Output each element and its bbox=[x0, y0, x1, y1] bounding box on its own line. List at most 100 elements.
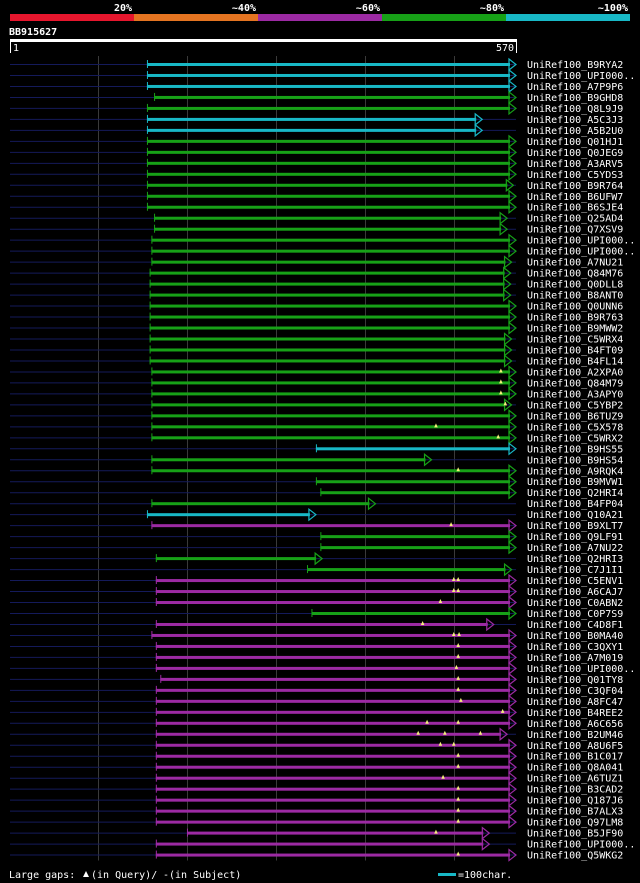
hit-row[interactable]: UniRef100_Q84M76 bbox=[10, 266, 623, 280]
hit-row[interactable]: UniRef100_C5YDS3 bbox=[10, 167, 623, 182]
hit-bar[interactable] bbox=[146, 172, 510, 176]
hit-label[interactable]: UniRef100_C5YBP2 bbox=[527, 400, 623, 411]
hit-bar[interactable] bbox=[155, 644, 510, 648]
hit-label[interactable]: UniRef100_Q25AD4 bbox=[527, 214, 623, 225]
hit-bar[interactable] bbox=[315, 447, 510, 451]
hit-row[interactable]: UniRef100_A8U6F5 bbox=[10, 738, 623, 752]
hit-row[interactable]: UniRef100_B3CAD2 bbox=[10, 782, 623, 796]
hit-row[interactable]: UniRef100_Q01TY8 bbox=[10, 672, 623, 687]
hit-row[interactable]: UniRef100_B4FL14 bbox=[10, 354, 623, 368]
hit-label[interactable]: UniRef100_UPI000.. bbox=[527, 247, 635, 258]
hit-row[interactable]: UniRef100_C7J1I1 bbox=[10, 562, 623, 577]
hit-row[interactable]: UniRef100_C4D8F1 bbox=[10, 617, 623, 632]
hit-label[interactable]: UniRef100_A7NU21 bbox=[527, 258, 623, 269]
hit-label[interactable]: UniRef100_C4D8F1 bbox=[527, 620, 623, 631]
hit-bar[interactable] bbox=[320, 546, 510, 550]
hit-bar[interactable] bbox=[155, 809, 510, 813]
hit-row[interactable]: UniRef100_B4REE2 bbox=[10, 705, 623, 720]
hit-label[interactable]: UniRef100_Q97LM8 bbox=[527, 818, 623, 829]
hit-bar[interactable] bbox=[149, 337, 506, 341]
hit-bar[interactable] bbox=[155, 732, 502, 736]
hit-bar[interactable] bbox=[155, 557, 317, 561]
hit-bar[interactable] bbox=[151, 524, 510, 528]
hit-label[interactable]: UniRef100_C5YDS3 bbox=[527, 170, 623, 181]
hit-bar[interactable] bbox=[149, 326, 510, 330]
hit-row[interactable]: UniRef100_Q0JEG9 bbox=[10, 145, 623, 160]
hit-row[interactable]: UniRef100_C3QXY1 bbox=[10, 639, 623, 654]
hit-row[interactable]: UniRef100_C5X578 bbox=[10, 420, 623, 434]
hit-bar[interactable] bbox=[146, 84, 510, 88]
hit-row[interactable]: UniRef100_A8FC47 bbox=[10, 694, 623, 709]
hit-row[interactable]: UniRef100_A7M019 bbox=[10, 650, 623, 665]
hit-bar[interactable] bbox=[154, 227, 502, 231]
hit-label[interactable]: UniRef100_B9XLT7 bbox=[527, 521, 623, 532]
hit-row[interactable]: UniRef100_C5WRX2 bbox=[10, 431, 623, 445]
hit-bar[interactable] bbox=[155, 601, 510, 605]
hit-row[interactable]: UniRef100_A2XPA0 bbox=[10, 365, 623, 379]
hit-row[interactable]: UniRef100_A6TUZ1 bbox=[10, 771, 623, 785]
hit-label[interactable]: UniRef100_B9HS54 bbox=[527, 455, 623, 466]
hit-row[interactable]: UniRef100_Q2HRI3 bbox=[10, 551, 623, 566]
hit-bar[interactable] bbox=[151, 502, 370, 506]
hit-row[interactable]: UniRef100_Q25AD4 bbox=[10, 211, 623, 225]
hit-row[interactable]: UniRef100_B9RYA2 bbox=[10, 57, 623, 72]
hit-label[interactable]: UniRef100_Q84M79 bbox=[527, 378, 623, 389]
hit-bar[interactable] bbox=[155, 765, 510, 769]
hit-label[interactable]: UniRef100_A2XPA0 bbox=[527, 367, 623, 378]
hit-bar[interactable] bbox=[151, 392, 510, 396]
hit-bar[interactable] bbox=[146, 513, 310, 517]
hit-label[interactable]: UniRef100_Q2HRI4 bbox=[527, 488, 623, 499]
hit-label[interactable]: UniRef100_A7NU22 bbox=[527, 543, 623, 554]
hit-label[interactable]: UniRef100_B7ALX3 bbox=[527, 807, 623, 818]
hit-row[interactable]: UniRef100_A6CAJ7 bbox=[10, 584, 623, 599]
hit-label[interactable]: UniRef100_B9MWW2 bbox=[527, 324, 623, 335]
hit-bar[interactable] bbox=[146, 205, 510, 209]
hit-label[interactable]: UniRef100_B4FT09 bbox=[527, 345, 623, 356]
hit-bar[interactable] bbox=[149, 315, 510, 319]
hit-bar[interactable] bbox=[146, 117, 477, 121]
hit-row[interactable]: UniRef100_Q8L9J9 bbox=[10, 101, 623, 116]
hit-label[interactable]: UniRef100_B9MVW1 bbox=[527, 477, 623, 488]
hit-bar[interactable] bbox=[311, 612, 510, 615]
hit-row[interactable]: UniRef100_B4FT09 bbox=[10, 343, 623, 357]
hit-row[interactable]: UniRef100_B8ANT0 bbox=[10, 288, 623, 302]
hit-bar[interactable] bbox=[154, 216, 502, 220]
hit-row[interactable]: UniRef100_A5C3J3 bbox=[10, 112, 623, 127]
hit-bar[interactable] bbox=[155, 820, 510, 824]
hit-label[interactable]: UniRef100_A7M019 bbox=[527, 653, 623, 664]
hit-label[interactable]: UniRef100_B8ANT0 bbox=[527, 291, 623, 302]
hit-label[interactable]: UniRef100_Q7XSV9 bbox=[527, 225, 623, 236]
hit-bar[interactable] bbox=[151, 238, 510, 242]
hit-label[interactable]: UniRef100_A6CAJ7 bbox=[527, 587, 623, 598]
hit-label[interactable]: UniRef100_C7J1I1 bbox=[527, 565, 623, 576]
hit-row[interactable]: UniRef100_C5ENV1 bbox=[10, 573, 623, 588]
hit-label[interactable]: UniRef100_B9GHD8 bbox=[527, 93, 623, 104]
hit-row[interactable]: UniRef100_B9R763 bbox=[10, 310, 623, 324]
hit-row[interactable]: UniRef100_Q7XSV9 bbox=[10, 222, 623, 236]
hit-row[interactable]: UniRef100_Q97LM8 bbox=[10, 815, 623, 829]
hit-row[interactable]: UniRef100_UPI000.. bbox=[10, 661, 635, 676]
hit-label[interactable]: UniRef100_A6C656 bbox=[527, 719, 623, 730]
hit-bar[interactable] bbox=[151, 425, 510, 429]
hit-bar[interactable] bbox=[155, 743, 510, 747]
hit-bar[interactable] bbox=[155, 787, 510, 791]
hit-row[interactable]: UniRef100_A3ARV5 bbox=[10, 156, 623, 171]
hit-label[interactable]: UniRef100_A5B2U0 bbox=[527, 126, 623, 137]
hit-label[interactable]: UniRef100_A9RQK4 bbox=[527, 466, 623, 477]
hit-bar[interactable] bbox=[149, 282, 505, 286]
hit-row[interactable]: UniRef100_Q8A041 bbox=[10, 760, 623, 774]
hit-row[interactable]: UniRef100_B2UM46 bbox=[10, 727, 623, 742]
hit-bar[interactable] bbox=[155, 579, 510, 583]
hit-label[interactable]: UniRef100_UPI000.. bbox=[527, 236, 635, 247]
hit-bar[interactable] bbox=[149, 304, 510, 308]
hit-bar[interactable] bbox=[155, 798, 510, 802]
hit-row[interactable]: UniRef100_B0MA40 bbox=[10, 628, 623, 643]
hit-label[interactable]: UniRef100_C5WRX4 bbox=[527, 335, 623, 346]
hit-bar[interactable] bbox=[151, 414, 510, 418]
hit-label[interactable]: UniRef100_Q8L9J9 bbox=[527, 104, 623, 115]
hit-label[interactable]: UniRef100_B6SJE4 bbox=[527, 203, 623, 214]
hit-row[interactable]: UniRef100_C5YBP2 bbox=[10, 398, 623, 412]
hit-label[interactable]: UniRef100_A3ARV5 bbox=[527, 159, 623, 170]
hit-bar[interactable] bbox=[155, 853, 510, 857]
hit-label[interactable]: UniRef100_C5WRX2 bbox=[527, 433, 623, 444]
